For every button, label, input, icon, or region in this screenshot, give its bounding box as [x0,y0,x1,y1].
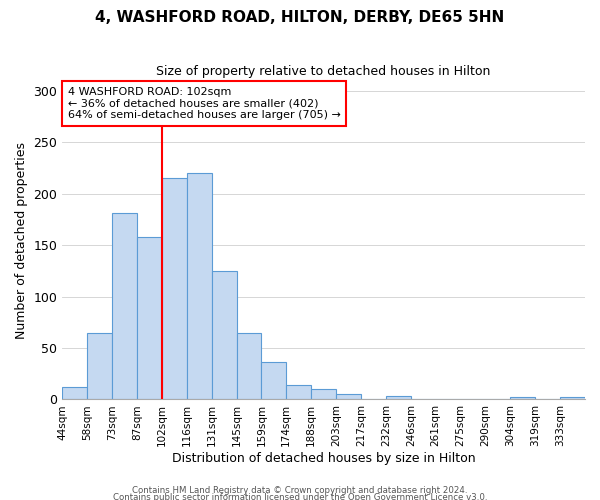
Text: Contains public sector information licensed under the Open Government Licence v3: Contains public sector information licen… [113,494,487,500]
Text: 4 WASHFORD ROAD: 102sqm
← 36% of detached houses are smaller (402)
64% of semi-d: 4 WASHFORD ROAD: 102sqm ← 36% of detache… [68,87,340,120]
Bar [87,332,112,400]
Bar [286,385,311,400]
Bar [262,362,286,400]
Bar [62,387,87,400]
Text: Contains HM Land Registry data © Crown copyright and database right 2024.: Contains HM Land Registry data © Crown c… [132,486,468,495]
Bar [336,394,361,400]
Bar [311,389,336,400]
Title: Size of property relative to detached houses in Hilton: Size of property relative to detached ho… [157,65,491,78]
Bar [212,271,236,400]
Text: 4, WASHFORD ROAD, HILTON, DERBY, DE65 5HN: 4, WASHFORD ROAD, HILTON, DERBY, DE65 5H… [95,10,505,25]
X-axis label: Distribution of detached houses by size in Hilton: Distribution of detached houses by size … [172,452,475,465]
Bar [236,332,262,400]
Y-axis label: Number of detached properties: Number of detached properties [15,142,28,338]
Bar [162,178,187,400]
Bar [386,396,411,400]
Bar [187,173,212,400]
Bar [137,237,162,400]
Bar [511,398,535,400]
Bar [560,398,585,400]
Bar [112,214,137,400]
